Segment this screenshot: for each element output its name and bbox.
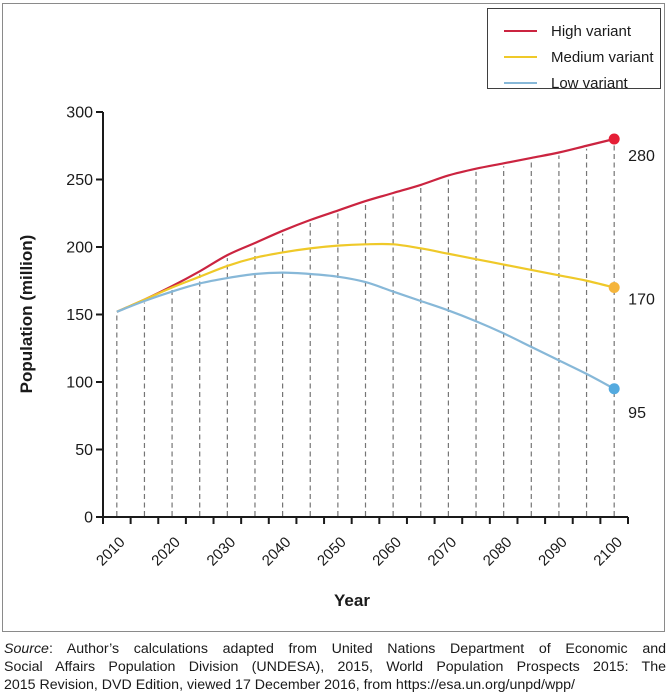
- y-tick-label-50: 50: [75, 442, 93, 459]
- series-line-medium-variant: [116, 242, 615, 313]
- end-marker-medium-variant: [608, 282, 620, 293]
- legend-label-high: High variant: [551, 22, 632, 40]
- high-variant-line-icon: [504, 29, 537, 33]
- source-line-1: Source: Author’s calculations adapted fr…: [4, 641, 666, 659]
- source-label: Source: [4, 641, 49, 657]
- series-line-low-variant: [116, 271, 615, 390]
- source-line-2: Social Affairs Population Division (UNDE…: [4, 658, 666, 675]
- end-marker-high-variant: [608, 133, 620, 145]
- end-value-label-high-variant: 280: [628, 148, 655, 165]
- legend-item-medium: Medium variant: [504, 44, 660, 70]
- y-tick-label-0: 0: [84, 510, 93, 527]
- y-tick-label-250: 250: [66, 172, 93, 189]
- end-marker-low-variant: [608, 383, 620, 395]
- source-line-3: 2015 Revision, DVD Edition, viewed 17 De…: [4, 676, 575, 693]
- x-tick-label-2070: 2070: [425, 534, 461, 570]
- low-variant-line-icon: [504, 81, 537, 85]
- y-tick-label-200: 200: [66, 240, 93, 257]
- end-value-label-low-variant: 95: [628, 405, 646, 422]
- x-tick-label-2010: 2010: [93, 534, 129, 570]
- x-tick-label-2090: 2090: [535, 534, 571, 570]
- medium-variant-line-icon: [504, 55, 537, 59]
- legend-item-high: High variant: [504, 18, 660, 44]
- series-line-high-variant: [116, 137, 615, 313]
- y-tick-label-150: 150: [66, 307, 93, 324]
- source-line-1-text: : Author’s calculations adapted from Uni…: [48, 641, 666, 657]
- x-tick-label-2080: 2080: [480, 534, 516, 570]
- legend-item-low: Low variant: [504, 70, 660, 96]
- end-value-label-medium-variant: 170: [628, 292, 655, 309]
- figure-frame: [2, 3, 665, 632]
- x-tick-label-2100: 2100: [590, 534, 626, 570]
- legend-label-low: Low variant: [551, 74, 628, 92]
- legend: High variant Medium variant Low variant: [487, 8, 661, 92]
- y-axis-title: Population (million): [17, 234, 36, 394]
- legend-label-medium: Medium variant: [551, 48, 654, 66]
- x-tick-label-2040: 2040: [259, 534, 295, 570]
- x-tick-label-2050: 2050: [314, 534, 350, 570]
- x-tick-label-2020: 2020: [148, 534, 184, 570]
- x-tick-label-2030: 2030: [204, 534, 240, 570]
- source-note: Source: Author’s calculations adapted fr…: [4, 641, 666, 694]
- x-tick-label-2060: 2060: [369, 534, 405, 570]
- x-axis-title: Year: [334, 591, 370, 610]
- y-tick-label-100: 100: [66, 375, 93, 392]
- y-tick-label-300: 300: [66, 105, 93, 122]
